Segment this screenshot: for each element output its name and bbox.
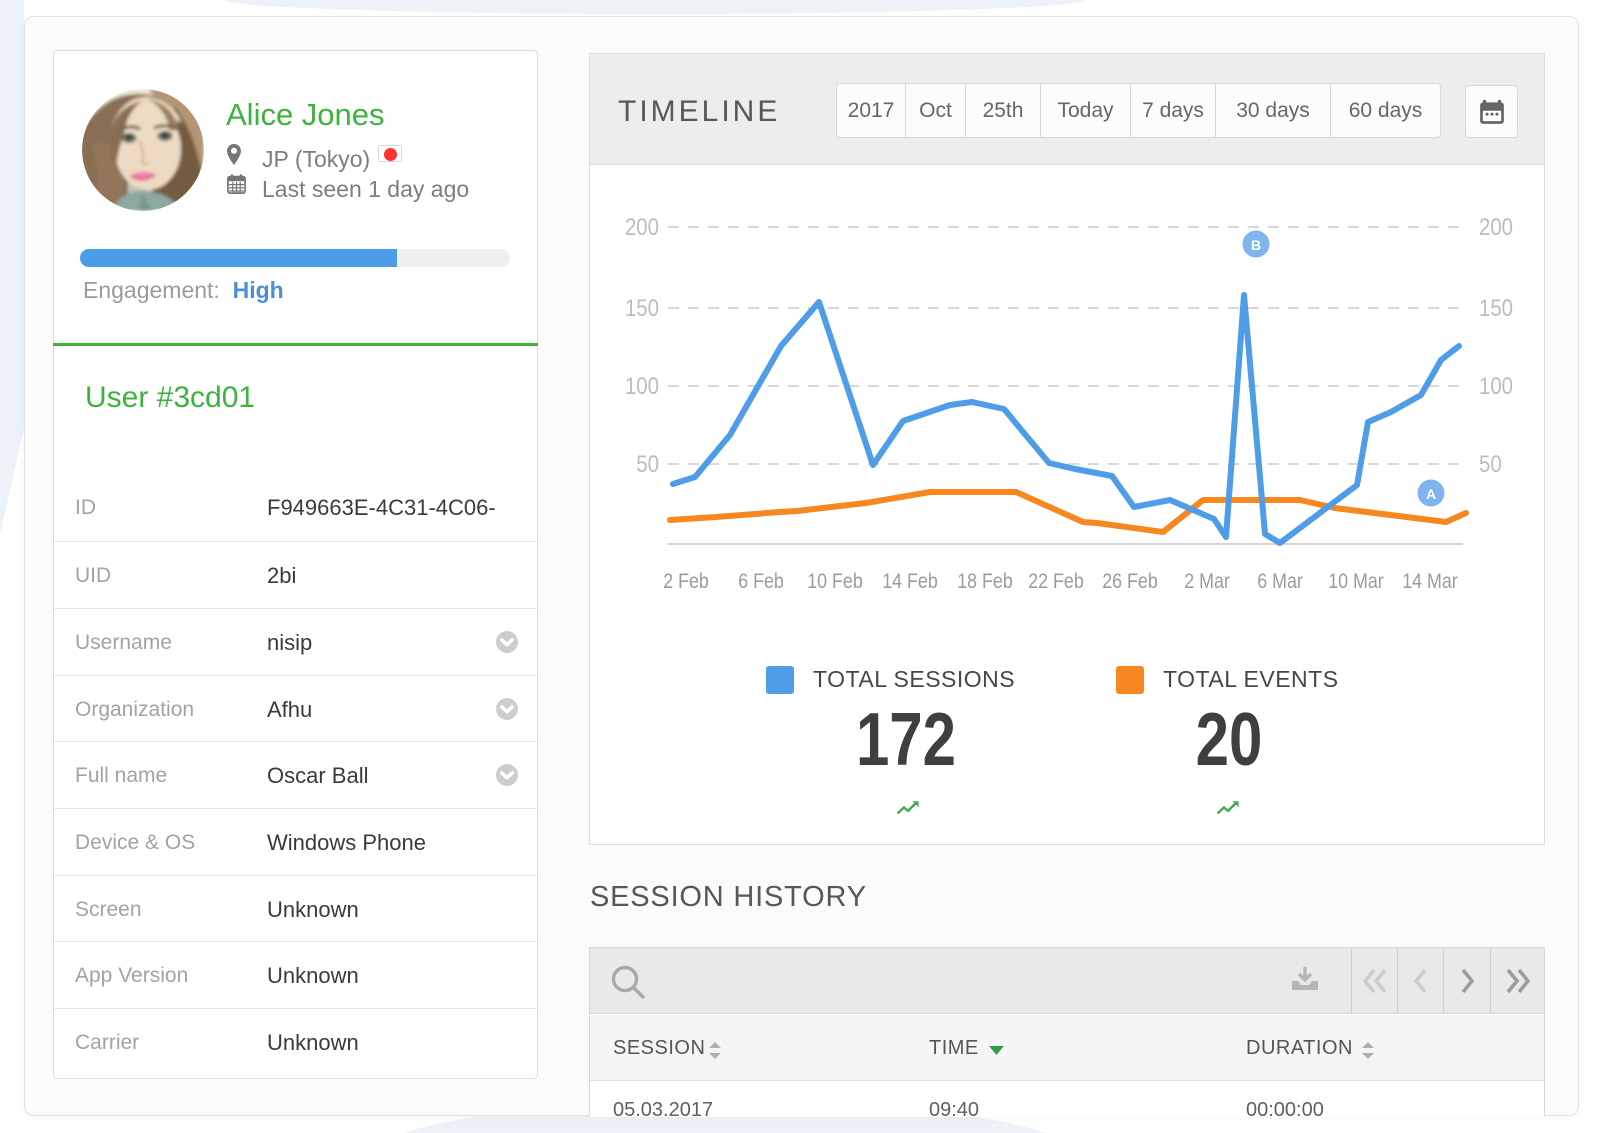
svg-text:14 Feb: 14 Feb: [882, 570, 938, 594]
svg-text:2 Feb: 2 Feb: [663, 570, 709, 594]
svg-text:26 Feb: 26 Feb: [1102, 570, 1158, 594]
svg-text:100: 100: [625, 372, 659, 399]
svg-text:6 Feb: 6 Feb: [738, 570, 784, 594]
svg-text:10 Mar: 10 Mar: [1328, 570, 1384, 594]
svg-text:200: 200: [1479, 213, 1513, 240]
svg-text:150: 150: [625, 294, 659, 321]
svg-text:14 Mar: 14 Mar: [1402, 570, 1458, 594]
svg-text:B: B: [1251, 237, 1261, 253]
svg-text:10 Feb: 10 Feb: [807, 570, 863, 594]
svg-text:50: 50: [1479, 450, 1502, 477]
svg-text:150: 150: [1479, 294, 1513, 321]
svg-text:6 Mar: 6 Mar: [1257, 570, 1303, 594]
svg-text:22 Feb: 22 Feb: [1028, 570, 1084, 594]
svg-text:2 Mar: 2 Mar: [1184, 570, 1230, 594]
svg-text:A: A: [1426, 486, 1436, 502]
svg-text:100: 100: [1479, 372, 1513, 399]
svg-text:50: 50: [636, 450, 659, 477]
svg-text:18 Feb: 18 Feb: [957, 570, 1013, 594]
svg-text:200: 200: [625, 213, 659, 240]
